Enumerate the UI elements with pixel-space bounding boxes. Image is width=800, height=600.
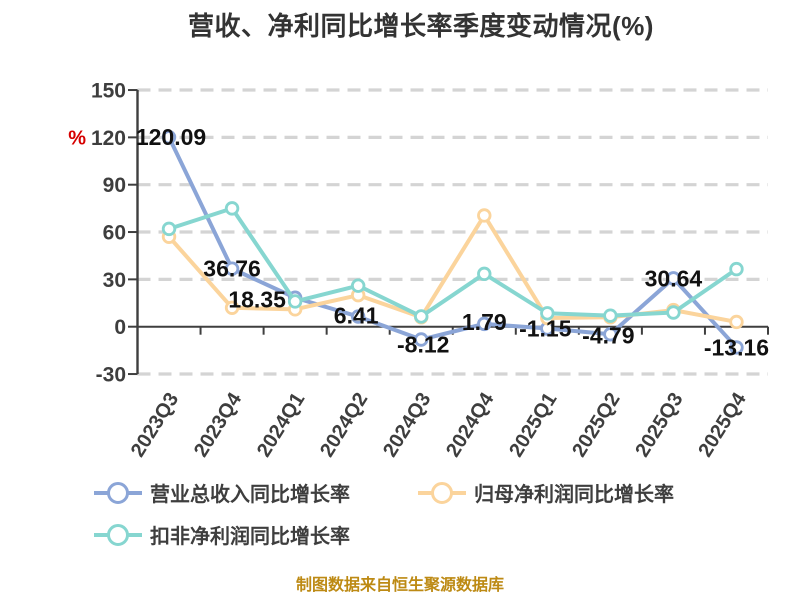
data-point-marker[interactable]	[666, 305, 681, 320]
x-tick-label: 2024Q4	[442, 388, 499, 461]
x-tick-label: 2023Q3	[127, 389, 183, 461]
data-point-marker[interactable]	[603, 308, 618, 323]
y-tick-label: 150	[91, 80, 126, 103]
y-tick-label: 60	[103, 222, 126, 245]
legend-label: 扣非净利润同比增长率	[150, 526, 350, 548]
legend-item-net-profit-yoy[interactable]: 归母净利润同比增长率	[418, 478, 674, 507]
data-point-marker[interactable]	[161, 221, 177, 237]
legend-marker-icon	[418, 480, 466, 506]
data-point-marker[interactable]	[224, 300, 240, 315]
data-label: -4.79	[582, 322, 634, 348]
legend-item-nongaap-net-profit-yoy[interactable]: 扣非净利润同比增长率	[94, 520, 350, 549]
legend-marker-icon	[94, 522, 142, 548]
legend-label: 营业总收入同比增长率	[150, 484, 350, 506]
data-point-marker[interactable]	[666, 271, 681, 286]
data-point-marker[interactable]	[224, 201, 240, 216]
data-point-marker[interactable]	[603, 327, 618, 342]
data-label: 36.76	[203, 256, 261, 282]
data-label: -13.16	[704, 334, 769, 360]
data-label: -8.12	[397, 332, 449, 358]
data-point-marker[interactable]	[729, 261, 744, 277]
data-label: -1.15	[519, 316, 572, 342]
legend-marker-icon	[94, 480, 142, 506]
data-label: 1.79	[462, 309, 507, 335]
chart-title: 营收、净利同比增长率季度变动情况(%)	[188, 11, 654, 41]
data-source-note: 制图数据来自恒生聚源数据库	[295, 577, 504, 594]
x-tick-label: 2025Q2	[568, 389, 624, 461]
y-axis-unit: %	[68, 127, 86, 149]
data-label: 6.41	[334, 303, 379, 329]
revenue-yoy-line	[167, 135, 739, 350]
data-point-marker[interactable]	[224, 261, 240, 276]
data-point-marker[interactable]	[540, 306, 555, 321]
x-tick-label: 2024Q1	[253, 389, 309, 461]
data-label: 30.64	[645, 265, 703, 291]
data-point-marker[interactable]	[729, 314, 744, 330]
y-tick-label: 90	[103, 174, 126, 197]
data-point-marker[interactable]	[477, 316, 492, 332]
x-tick-label: 2023Q4	[190, 388, 247, 461]
legend-item-revenue-yoy[interactable]: 营业总收入同比增长率	[94, 478, 350, 507]
x-tick-label: 2025Q4	[694, 388, 751, 461]
data-point-marker[interactable]	[161, 130, 177, 145]
data-point-marker[interactable]	[414, 309, 429, 324]
x-tick-label: 2024Q3	[379, 389, 435, 461]
data-label: 18.35	[228, 287, 286, 313]
data-point-marker[interactable]	[414, 332, 429, 347]
y-tick-label: 0	[114, 316, 126, 339]
data-point-marker[interactable]	[729, 340, 744, 355]
data-label: 120.09	[136, 124, 206, 150]
y-tick-label: -30	[96, 364, 126, 387]
x-tick-label: 2025Q1	[505, 389, 561, 461]
data-point-marker[interactable]	[287, 294, 303, 309]
data-point-marker[interactable]	[350, 278, 366, 293]
data-point-marker[interactable]	[477, 266, 492, 282]
y-tick-label: 30	[103, 269, 126, 292]
y-tick-label: 120	[91, 127, 126, 150]
x-tick-label: 2024Q2	[316, 389, 372, 461]
legend-label: 归母净利润同比增长率	[474, 484, 674, 506]
data-point-marker[interactable]	[350, 309, 366, 324]
nongaap-net-profit-yoy-line	[167, 206, 739, 319]
x-tick-label: 2025Q3	[631, 389, 687, 461]
data-point-marker[interactable]	[477, 208, 492, 223]
